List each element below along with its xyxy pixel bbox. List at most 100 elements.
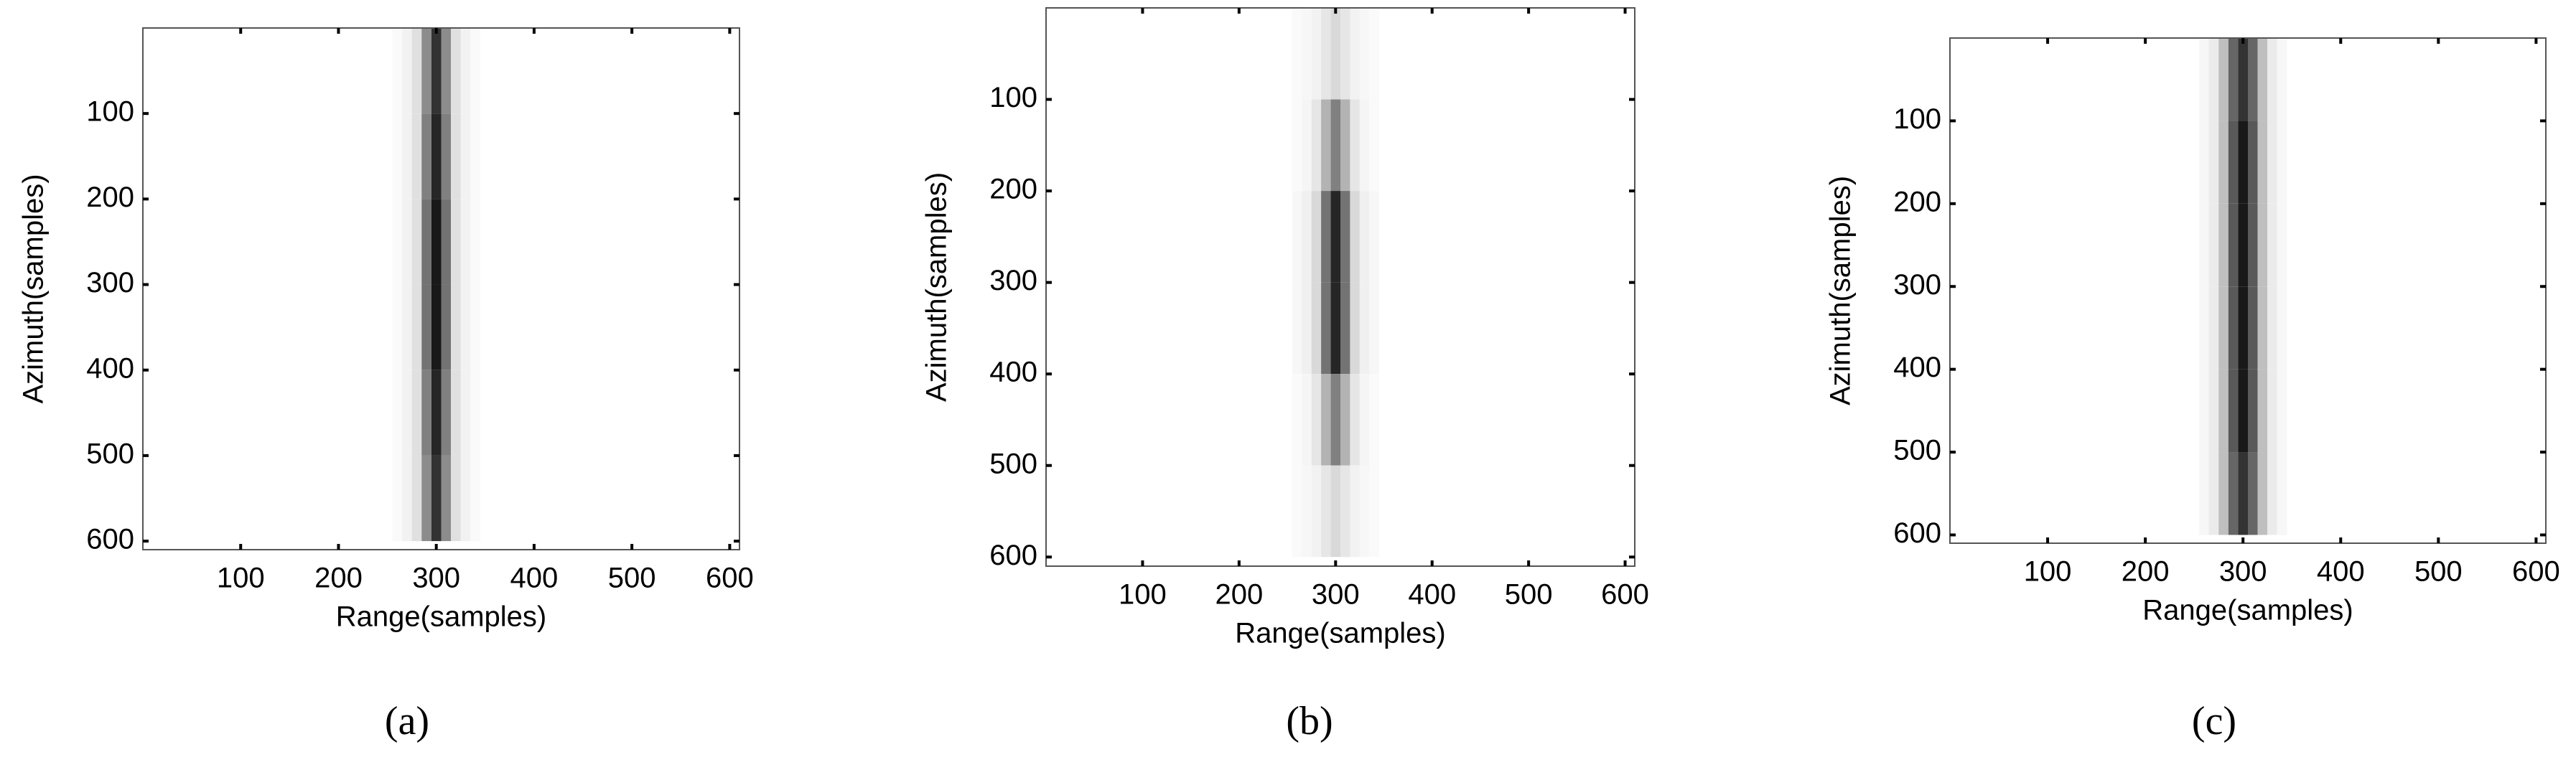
heat-cell (1340, 99, 1350, 192)
heat-cell (2257, 286, 2268, 370)
heat-cell (392, 455, 403, 542)
x-tick-label: 600 (706, 563, 754, 594)
plot-frame (1045, 7, 1635, 567)
y-tick-label: 600 (86, 524, 134, 555)
heat-cell (441, 199, 452, 285)
heat-cell (1359, 374, 1370, 466)
heat-cell (451, 370, 461, 456)
heat-cell (1302, 282, 1312, 375)
heat-cell (1292, 8, 1302, 100)
panel-caption: (b) (1286, 699, 1333, 743)
heat-cell (1311, 99, 1322, 192)
y-tick-label: 500 (1893, 435, 1941, 466)
heat-cell (1340, 282, 1350, 375)
heat-cell (470, 455, 480, 542)
heat-cell (421, 370, 431, 456)
heat-cell (1359, 99, 1370, 192)
heat-cell (2277, 203, 2287, 287)
heat-cell (470, 28, 480, 114)
heat-cell (2248, 38, 2258, 121)
heat-cell (2267, 121, 2277, 204)
heat-cell (1350, 374, 1360, 466)
heat-cell (1321, 191, 1331, 283)
heat-cell (2198, 203, 2209, 287)
heat-cell (2198, 38, 2209, 121)
x-axis-label: Range(samples) (1235, 618, 1445, 649)
heat-cell (1292, 465, 1302, 558)
heat-cell (1340, 374, 1350, 466)
heat-cell (1321, 282, 1331, 375)
heat-cell (421, 28, 431, 114)
y-tick-label: 100 (86, 96, 134, 128)
heat-cell (1340, 191, 1350, 283)
heat-cell (411, 284, 422, 370)
y-axis-label: Azimuth(samples) (921, 172, 953, 402)
heat-cell (2248, 121, 2258, 204)
heat-cell (2238, 369, 2248, 453)
heat-cell (402, 28, 412, 114)
y-tick-label: 500 (989, 448, 1037, 479)
heat-cell (470, 370, 480, 456)
heat-cell (451, 28, 461, 114)
heat-cell (1369, 374, 1379, 466)
heat-cell (2277, 121, 2287, 204)
heat-cell (441, 284, 452, 370)
heat-cell (431, 370, 442, 456)
heat-cell (431, 284, 442, 370)
x-tick-label: 400 (510, 563, 559, 594)
x-tick-label: 100 (1119, 579, 1167, 611)
heat-cell (470, 284, 480, 370)
y-tick-label: 600 (989, 540, 1037, 571)
heat-cell (411, 370, 422, 456)
heat-cell (1311, 191, 1322, 283)
heat-cell (460, 199, 471, 285)
heat-cell (402, 199, 412, 285)
x-axis-label: Range(samples) (2142, 595, 2353, 626)
x-tick-label: 500 (608, 563, 656, 594)
heat-cell (402, 113, 412, 199)
heat-cell (392, 113, 403, 199)
heat-cell (2228, 452, 2239, 535)
x-tick-label: 100 (217, 563, 265, 594)
heat-cell (1330, 282, 1340, 375)
heat-cell (2228, 121, 2239, 204)
y-tick-label: 400 (1893, 352, 1941, 383)
heat-cell (1292, 191, 1302, 283)
heat-cell (421, 455, 431, 542)
heat-cell (402, 284, 412, 370)
heat-cell (392, 28, 403, 114)
heat-cell (1302, 99, 1312, 192)
heat-cell (2228, 369, 2239, 453)
heat-cell (1340, 8, 1350, 100)
heat-cell (1321, 8, 1331, 100)
heat-cell (2277, 286, 2287, 370)
heat-cell (1321, 465, 1331, 558)
heat-cell (2228, 203, 2239, 287)
heat-cell (1350, 465, 1360, 558)
heat-cell (1302, 191, 1312, 283)
heat-cell (392, 370, 403, 456)
heat-cell (2248, 203, 2258, 287)
y-tick-label: 200 (86, 182, 134, 213)
heat-cell (1330, 465, 1340, 558)
heat-cell (411, 455, 422, 542)
heat-cell (441, 28, 452, 114)
heat-cell (431, 113, 442, 199)
heat-cell (470, 113, 480, 199)
heat-cell (1330, 374, 1340, 466)
y-tick-label: 600 (1893, 517, 1941, 549)
x-tick-label: 100 (2024, 556, 2072, 588)
x-tick-label: 200 (2122, 556, 2170, 588)
heat-cell (1321, 374, 1331, 466)
y-tick-label: 300 (86, 267, 134, 299)
heat-cell (441, 370, 452, 456)
heat-cell (1321, 99, 1331, 192)
x-tick-label: 300 (1312, 579, 1360, 611)
heat-cell (1311, 374, 1322, 466)
heat-cell (2218, 121, 2229, 204)
heat-cell (421, 199, 431, 285)
heat-cell (441, 455, 452, 542)
heat-cell (470, 199, 480, 285)
heat-cell (2228, 286, 2239, 370)
